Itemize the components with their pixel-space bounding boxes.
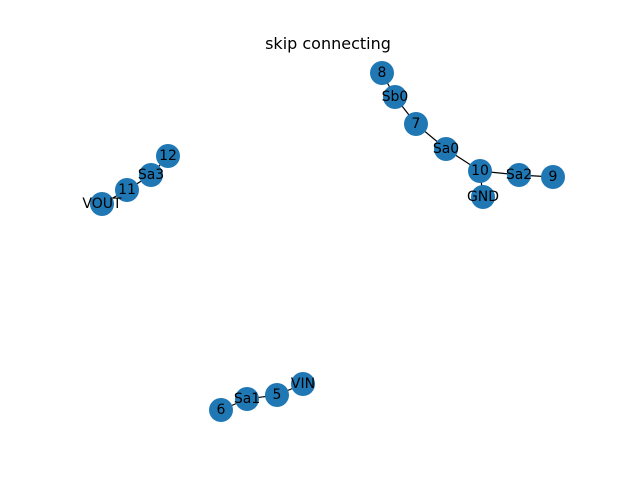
node-label-11: 11: [118, 182, 136, 198]
edges-layer: [101, 72, 554, 411]
node-label-Sa3: Sa3: [138, 167, 164, 183]
node-circle-12: [156, 144, 180, 168]
node-circle-Sb0: [383, 85, 407, 109]
node-11: 11: [115, 178, 139, 202]
node-9: 9: [541, 165, 565, 189]
node-8: 8: [370, 61, 394, 85]
node-label-6: 6: [217, 402, 226, 418]
node-label-Sa1: Sa1: [234, 391, 260, 407]
node-6: 6: [209, 398, 233, 422]
node-label-8: 8: [378, 65, 387, 81]
node-circle-Sa3: [139, 163, 163, 187]
node-Sb0: Sb0: [382, 85, 409, 109]
node-label-10: 10: [471, 163, 489, 179]
node-circle-Sa0: [434, 137, 458, 161]
node-5: 5: [265, 383, 289, 407]
node-label-9: 9: [549, 169, 558, 185]
node-label-7: 7: [412, 116, 421, 132]
node-label-VOUT: VOUT: [82, 196, 122, 212]
node-label-12: 12: [159, 148, 177, 164]
node-label-5: 5: [273, 387, 282, 403]
node-label-Sa2: Sa2: [506, 167, 532, 183]
node-VIN: VIN: [291, 372, 315, 396]
node-Sa0: Sa0: [433, 137, 459, 161]
node-circle-6: [209, 398, 233, 422]
node-circle-VOUT: [90, 192, 114, 216]
node-circle-9: [541, 165, 565, 189]
node-VOUT: VOUT: [82, 192, 122, 216]
node-circle-GND: [471, 185, 495, 209]
graph-title: skip connecting: [265, 34, 391, 53]
node-label-VIN: VIN: [291, 376, 315, 392]
node-12: 12: [156, 144, 180, 168]
node-circle-VIN: [291, 372, 315, 396]
node-7: 7: [404, 112, 428, 136]
node-label-GND: GND: [467, 189, 499, 205]
node-circle-11: [115, 178, 139, 202]
node-Sa2: Sa2: [506, 163, 532, 187]
node-label-Sa0: Sa0: [433, 141, 459, 157]
node-Sa3: Sa3: [138, 163, 164, 187]
node-circle-Sa2: [507, 163, 531, 187]
node-circle-10: [468, 159, 492, 183]
node-circle-Sa1: [235, 387, 259, 411]
node-circle-8: [370, 61, 394, 85]
node-circle-7: [404, 112, 428, 136]
node-10: 10: [468, 159, 492, 183]
node-GND: GND: [467, 185, 499, 209]
node-label-Sb0: Sb0: [382, 89, 409, 105]
node-circle-5: [265, 383, 289, 407]
node-Sa1: Sa1: [234, 387, 260, 411]
